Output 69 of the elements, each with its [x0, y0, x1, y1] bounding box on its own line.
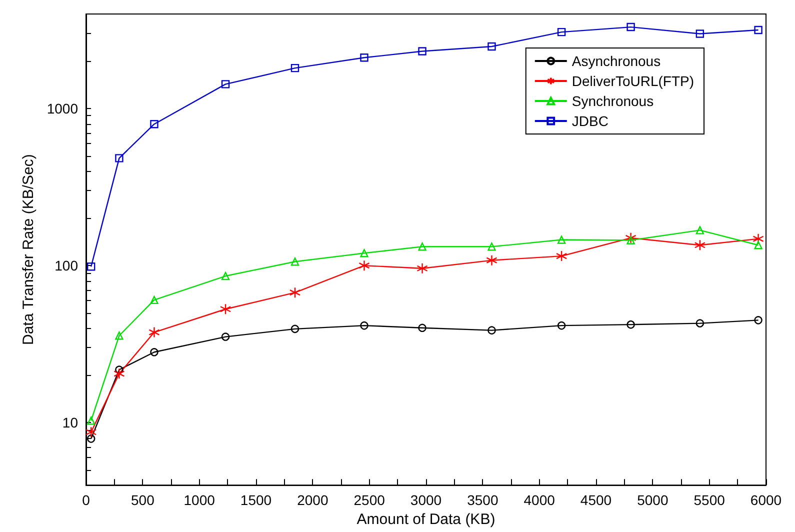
- point: [696, 319, 704, 328]
- x-tick-label: 5500: [694, 492, 726, 508]
- x-tick-label: 6000: [750, 492, 782, 508]
- point: [752, 233, 764, 244]
- point: [418, 47, 426, 56]
- y-tick-label: 100: [54, 258, 78, 274]
- x-tick-label: 3500: [467, 492, 498, 508]
- point: [360, 54, 368, 62]
- point: [360, 249, 368, 258]
- y-tick-label: 1000: [46, 100, 78, 117]
- x-tick-label: 0: [82, 492, 90, 508]
- x-tick-label: 4000: [524, 492, 556, 508]
- point: [360, 321, 368, 330]
- point: [556, 250, 568, 262]
- point: [754, 316, 762, 324]
- point: [696, 226, 704, 234]
- x-tick-label: 5000: [637, 492, 668, 508]
- point: [290, 258, 300, 266]
- point: [150, 348, 158, 356]
- point: [115, 332, 124, 340]
- point: [557, 321, 566, 330]
- point: [488, 42, 496, 51]
- point: [486, 254, 498, 266]
- y-axis-title: Data Transfer Rate (KB/Sec): [20, 154, 37, 346]
- legend-label: Asynchronous: [572, 53, 661, 69]
- x-tick-label: 1500: [240, 492, 272, 508]
- point: [418, 324, 426, 332]
- legend-label: DeliverToURL(FTP): [572, 73, 694, 89]
- point: [557, 28, 566, 36]
- point: [290, 64, 300, 72]
- x-tick-label: 1000: [184, 492, 216, 508]
- point: [626, 22, 635, 32]
- point: [358, 260, 370, 272]
- point: [87, 416, 96, 425]
- point: [626, 236, 635, 244]
- point: [115, 154, 124, 162]
- point: [696, 30, 704, 38]
- point: [114, 368, 125, 380]
- point: [488, 326, 496, 334]
- point: [694, 240, 706, 251]
- point: [221, 272, 230, 280]
- point: [221, 80, 230, 88]
- x-axis-title: Amount of Data (KB): [356, 511, 496, 528]
- point: [626, 320, 635, 329]
- x-tick-label: 3000: [410, 492, 442, 508]
- legend-label: JDBC: [572, 113, 608, 129]
- x-tick-label: 500: [130, 492, 155, 508]
- x-tick-label: 2000: [297, 492, 328, 508]
- point: [221, 332, 230, 341]
- legend-label: Synchronous: [572, 93, 654, 109]
- point: [150, 296, 158, 304]
- x-tick-label: 4500: [580, 492, 612, 508]
- point: [557, 236, 566, 244]
- point: [416, 262, 428, 274]
- point: [625, 232, 636, 244]
- x-tick-label: 2500: [354, 492, 386, 508]
- point: [148, 326, 160, 338]
- point: [115, 366, 124, 374]
- point: [220, 304, 232, 315]
- point: [86, 426, 97, 438]
- point: [488, 242, 496, 251]
- y-tick-label: 10: [62, 414, 78, 431]
- point: [150, 120, 158, 128]
- point: [289, 286, 301, 298]
- point: [418, 242, 426, 251]
- point: [87, 262, 96, 271]
- point: [290, 324, 300, 334]
- point: [754, 26, 762, 34]
- point: [754, 241, 762, 250]
